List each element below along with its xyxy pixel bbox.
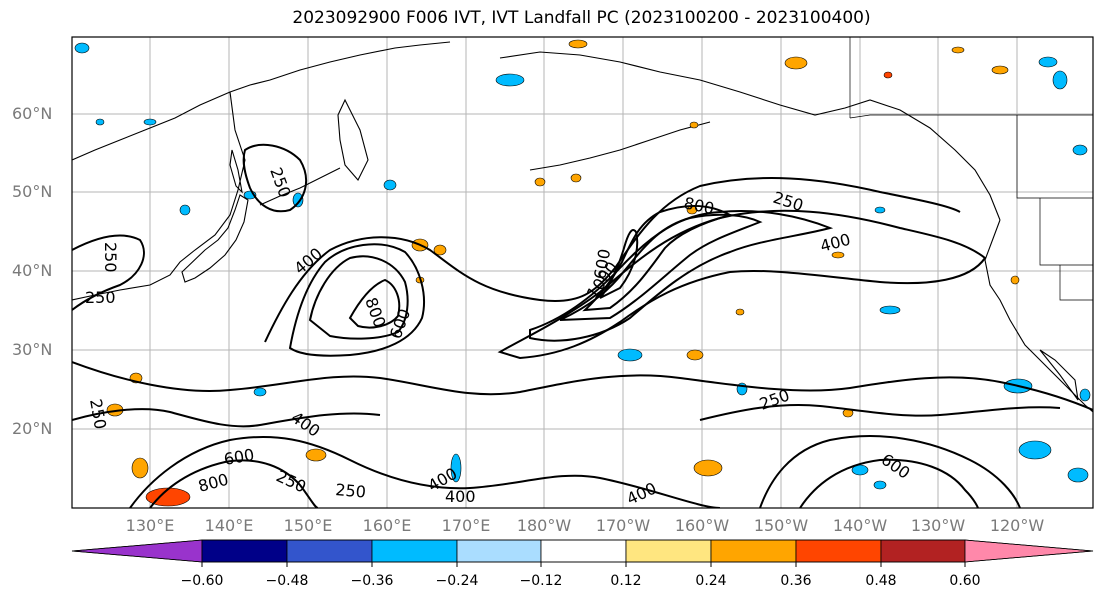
political-borders	[849, 37, 1093, 301]
japan-coastline	[181, 194, 249, 283]
lon-label: 160°E	[362, 516, 412, 535]
colorbar-segment	[286, 539, 373, 563]
colorbar-segment	[371, 539, 458, 563]
contour-250-west	[264, 177, 961, 343]
colorbar-tick-label: −0.24	[435, 573, 479, 589]
kamchatka-coastline	[337, 98, 369, 181]
lon-label: 170°W	[595, 516, 651, 535]
sakhalin-coastline	[229, 149, 243, 194]
map-frame	[71, 36, 1094, 509]
lat-label-40n: 40°N	[12, 261, 53, 280]
map-gridlines	[72, 37, 1093, 508]
colorbar-tick-label: −0.12	[519, 573, 563, 589]
lon-label: 160°W	[674, 516, 730, 535]
lon-label: 130°E	[125, 516, 175, 535]
colorbar-tick-label: 0.60	[949, 573, 981, 589]
contour-400-central	[529, 209, 834, 342]
colorbar-segment	[625, 539, 712, 563]
contour-label: 400	[290, 244, 326, 278]
ivt-landfall-pc-shading	[74, 39, 1091, 507]
contour-label: 800	[196, 470, 230, 496]
map-title: 2023092900 F006 IVT, IVT Landfall PC (20…	[292, 8, 871, 28]
contour-400-se	[799, 458, 979, 508]
colorbar-segment	[710, 539, 797, 563]
colorbar-tick-label: 0.36	[780, 573, 812, 589]
colorbar-tick-label: 0.24	[695, 573, 727, 589]
colorbar-tick-label: −0.36	[350, 573, 394, 589]
contour-label: 400	[818, 230, 852, 256]
lat-label-60n: 60°N	[12, 104, 53, 123]
contour-label: 250	[273, 466, 309, 496]
lon-label: 150°E	[283, 516, 333, 535]
contour-400-subtropical	[72, 408, 381, 428]
coastlines	[72, 41, 1093, 413]
contour-label: 250	[86, 397, 110, 430]
contour-label: 600	[878, 450, 914, 483]
contour-label: 250	[101, 242, 120, 273]
contour-800-central	[582, 204, 733, 312]
contour-400-japan	[288, 243, 426, 357]
contour-250-kamchatka	[242, 143, 308, 213]
ivt-contours	[72, 143, 1093, 508]
colorbar-segment	[880, 539, 966, 563]
contour-label: 250	[335, 480, 367, 502]
lat-label-30n: 30°N	[12, 340, 53, 359]
contour-label: 250	[266, 165, 294, 200]
contour-label: 400	[445, 487, 476, 506]
contour-600-japan	[308, 255, 409, 340]
aleutian-islands	[529, 121, 711, 171]
colorbar-segment	[964, 539, 1094, 563]
colorbar-tick-label: −0.48	[265, 573, 309, 589]
colorbar-segment	[540, 539, 627, 563]
contour-label: 600	[222, 445, 255, 469]
colorbar-segment	[201, 539, 288, 563]
lon-label: 180°W	[516, 516, 572, 535]
lon-label: 130°W	[910, 516, 966, 535]
contour-label: 250	[757, 385, 792, 413]
contour-label: 800	[361, 295, 389, 330]
contour-label: 400	[624, 478, 660, 508]
colorbar-segment	[71, 539, 203, 563]
colorbar-tick-label: −0.60	[180, 573, 224, 589]
contour-label: 400	[288, 408, 324, 441]
contour-600-south	[149, 459, 319, 508]
lon-label: 140°W	[832, 516, 888, 535]
lon-label: 170°E	[441, 516, 491, 535]
colorbar	[71, 539, 1094, 567]
baja-california	[1039, 349, 1079, 401]
colorbar-segment	[456, 539, 542, 563]
colorbar-tick-label: 0.12	[610, 573, 642, 589]
lon-label: 120°W	[989, 516, 1045, 535]
lon-label: 140°E	[204, 516, 254, 535]
contour-250-south	[72, 361, 1093, 411]
contour-label: 250	[85, 288, 116, 307]
colorbar-tick-label: 0.48	[865, 573, 897, 589]
asia-coastline	[72, 41, 451, 301]
kuril-islands	[259, 167, 341, 206]
contour-250-central	[497, 209, 987, 360]
lat-label-20n: 20°N	[12, 419, 53, 438]
contour-label: 600	[386, 306, 414, 341]
contour-1000-central	[599, 229, 639, 299]
colorbar-segment	[795, 539, 882, 563]
contour-250-se	[759, 435, 1021, 508]
alaska-coastline	[499, 51, 1001, 221]
lon-label: 150°W	[753, 516, 809, 535]
contour-600-central	[559, 213, 763, 321]
contour-250-westedge	[72, 234, 145, 311]
lat-label-50n: 50°N	[12, 182, 53, 201]
contour-800-japan	[348, 278, 401, 329]
contour-400-south	[129, 435, 721, 508]
contour-400-east	[699, 403, 1061, 421]
contour-label: 800	[682, 193, 716, 218]
